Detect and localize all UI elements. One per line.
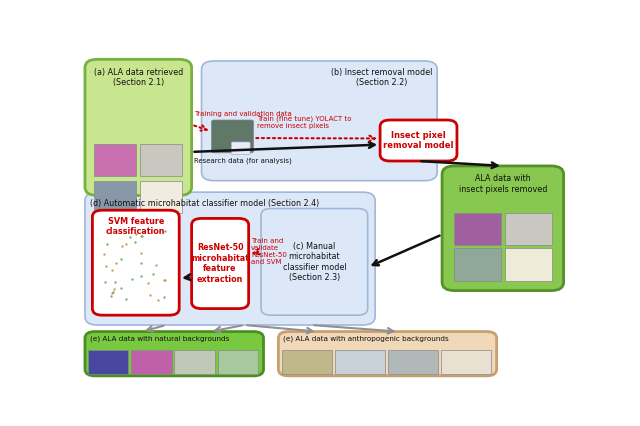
FancyBboxPatch shape bbox=[202, 61, 437, 181]
Point bbox=[143, 280, 153, 287]
Bar bbox=[218, 350, 257, 374]
Point bbox=[116, 256, 126, 262]
Point bbox=[111, 259, 121, 266]
Text: Research data (for analysis): Research data (for analysis) bbox=[194, 157, 292, 164]
Text: Train (fine tune) YOLACT to
remove insect pixels: Train (fine tune) YOLACT to remove insec… bbox=[257, 115, 351, 129]
Point bbox=[151, 261, 161, 268]
Point bbox=[125, 234, 135, 241]
FancyBboxPatch shape bbox=[380, 120, 457, 161]
Bar bbox=[388, 350, 438, 374]
Bar bbox=[335, 350, 385, 374]
FancyBboxPatch shape bbox=[85, 331, 264, 376]
FancyBboxPatch shape bbox=[85, 59, 191, 196]
Text: (e) ALA data with natural backgrounds: (e) ALA data with natural backgrounds bbox=[90, 336, 229, 342]
Bar bbox=[454, 248, 501, 281]
Point bbox=[122, 240, 132, 247]
Text: Insect pixel
removal model: Insect pixel removal model bbox=[383, 131, 454, 150]
Point bbox=[158, 293, 168, 300]
Point bbox=[106, 292, 116, 299]
Bar bbox=[282, 350, 332, 374]
Bar bbox=[131, 350, 172, 374]
Bar bbox=[140, 144, 182, 176]
Point bbox=[131, 231, 141, 238]
Bar bbox=[94, 181, 136, 213]
Point bbox=[159, 227, 170, 234]
Point bbox=[117, 243, 127, 250]
Point bbox=[109, 285, 119, 292]
Point bbox=[153, 296, 163, 303]
Point bbox=[160, 276, 170, 283]
Bar bbox=[454, 213, 501, 245]
Point bbox=[108, 267, 118, 273]
Point bbox=[148, 271, 158, 277]
Point bbox=[136, 273, 146, 280]
Point bbox=[136, 233, 146, 240]
Point bbox=[137, 232, 147, 239]
FancyBboxPatch shape bbox=[231, 142, 250, 155]
FancyBboxPatch shape bbox=[442, 166, 564, 291]
FancyBboxPatch shape bbox=[191, 219, 249, 308]
Text: ALA data with
insect pixels removed: ALA data with insect pixels removed bbox=[459, 174, 547, 193]
Point bbox=[136, 259, 147, 266]
FancyBboxPatch shape bbox=[278, 331, 497, 376]
Text: SVM feature
classification: SVM feature classification bbox=[106, 217, 166, 236]
Bar bbox=[505, 248, 552, 281]
Point bbox=[110, 279, 120, 286]
Point bbox=[116, 285, 126, 291]
Point bbox=[159, 276, 169, 283]
Text: (d) Automatic microhabitat classifier model (Section 2.4): (d) Automatic microhabitat classifier mo… bbox=[90, 199, 319, 208]
Text: (a) ALA data retrieved
(Section 2.1): (a) ALA data retrieved (Section 2.1) bbox=[93, 67, 183, 87]
Text: Training and validation data: Training and validation data bbox=[194, 111, 292, 117]
Point bbox=[101, 263, 111, 270]
Text: ResNet-50
microhabitat
feature
extraction: ResNet-50 microhabitat feature extractio… bbox=[191, 243, 249, 284]
FancyBboxPatch shape bbox=[211, 120, 253, 153]
Point bbox=[108, 288, 118, 295]
Point bbox=[145, 292, 155, 299]
Bar bbox=[505, 213, 552, 245]
FancyBboxPatch shape bbox=[92, 210, 179, 315]
Text: (b) Insect removal model
(Section 2.2): (b) Insect removal model (Section 2.2) bbox=[331, 67, 432, 87]
Bar bbox=[88, 350, 129, 374]
Point bbox=[136, 249, 146, 256]
Bar bbox=[140, 181, 182, 213]
Point bbox=[100, 278, 111, 285]
Text: Train and
validate
ResNet-50
and SVM: Train and validate ResNet-50 and SVM bbox=[251, 238, 287, 265]
FancyBboxPatch shape bbox=[261, 209, 367, 315]
Point bbox=[121, 295, 131, 302]
Text: (c) Manual
microhabitat
classifier model
(Section 2.3): (c) Manual microhabitat classifier model… bbox=[282, 242, 346, 282]
Bar bbox=[175, 350, 214, 374]
Bar bbox=[94, 144, 136, 176]
Point bbox=[109, 229, 119, 236]
FancyBboxPatch shape bbox=[85, 192, 375, 325]
Bar bbox=[441, 350, 491, 374]
Point bbox=[108, 290, 118, 296]
Point bbox=[127, 275, 137, 282]
Point bbox=[101, 241, 111, 248]
Point bbox=[99, 251, 109, 258]
Point bbox=[131, 239, 141, 246]
Text: (e) ALA data with anthropogenic backgrounds: (e) ALA data with anthropogenic backgrou… bbox=[284, 336, 449, 342]
